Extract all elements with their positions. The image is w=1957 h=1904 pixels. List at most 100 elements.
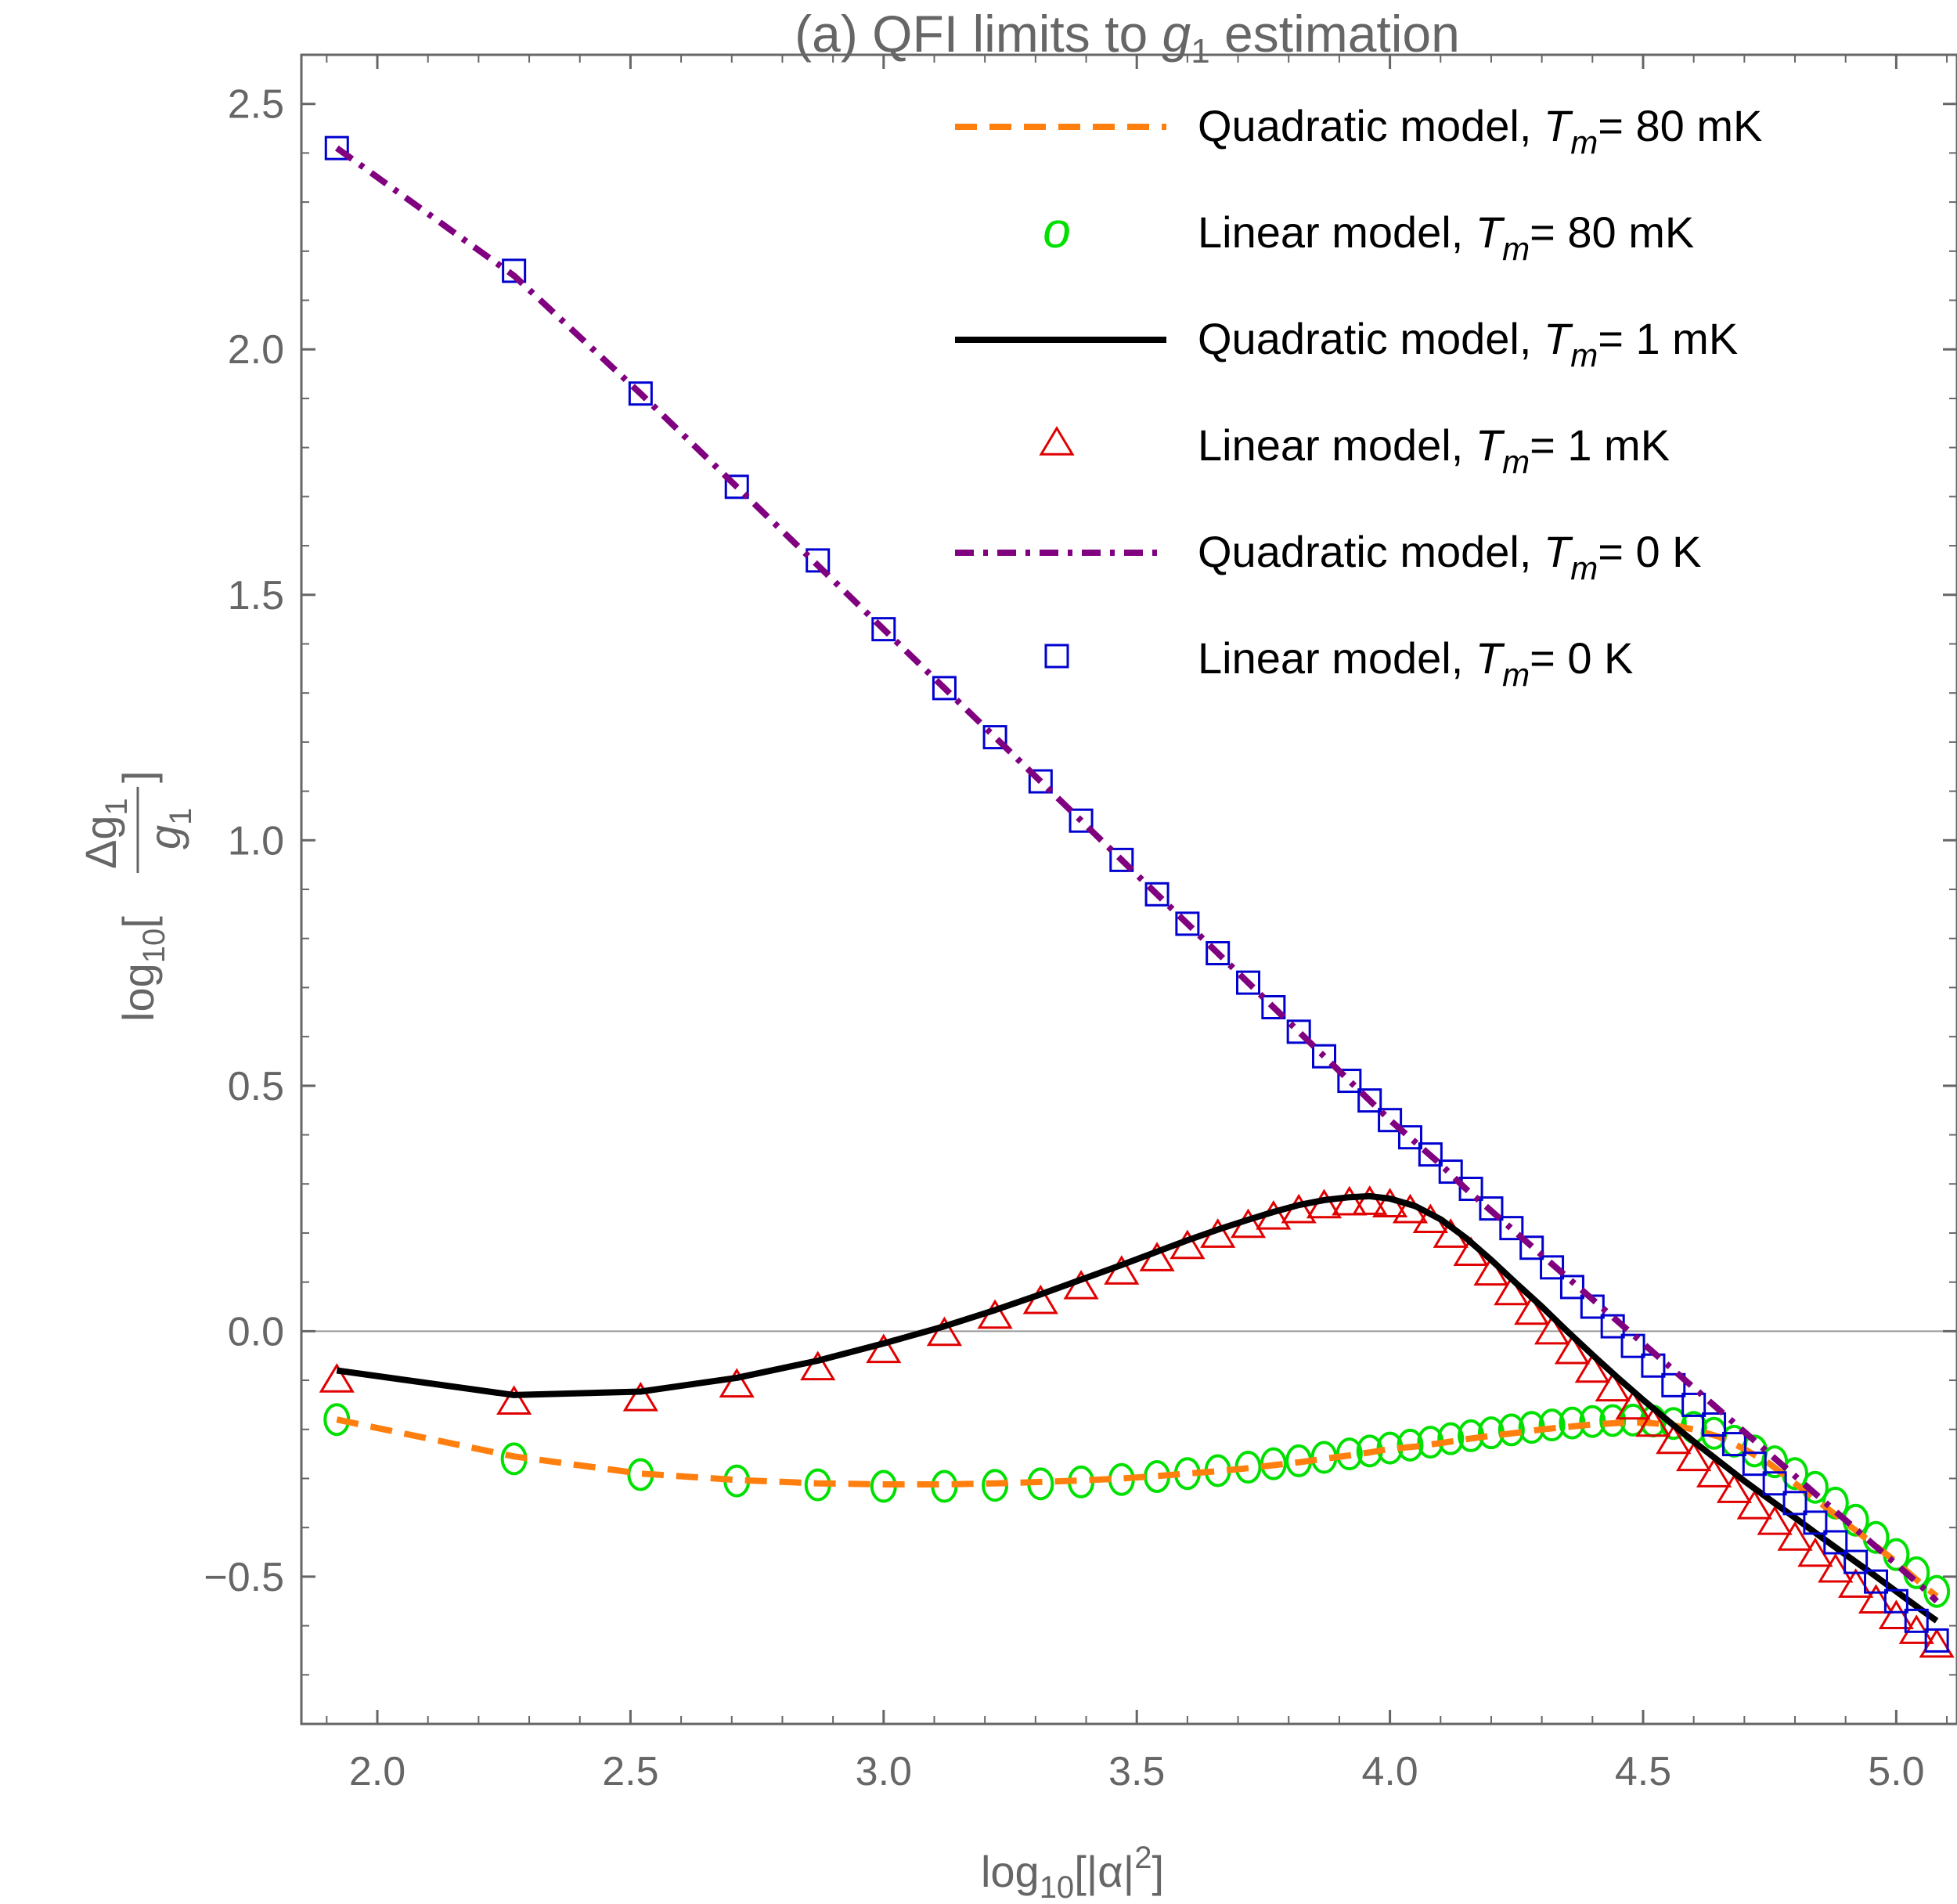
data-point-lin-0k [871, 617, 896, 642]
data-point-lin-80mk [1923, 1574, 1951, 1608]
data-point-lin-0k [1235, 970, 1260, 995]
data-point-lin-0k [1261, 994, 1286, 1019]
data-point-lin-0k [1843, 1549, 1869, 1574]
y-axis-label-denominator: g1 [140, 808, 198, 849]
data-point-lin-1mk [1736, 1489, 1772, 1520]
legend-label: Quadratic model, Tm= 0 K [1198, 527, 1702, 586]
data-point-lin-1mk [866, 1333, 902, 1364]
data-point-lin-0k [1721, 1432, 1746, 1457]
data-point-lin-1mk [1554, 1334, 1591, 1365]
series-line-quad-0k [334, 145, 1939, 1604]
legend-label: Linear model, Tm= 1 mK [1198, 420, 1670, 480]
data-point-lin-1mk [1818, 1552, 1854, 1583]
data-point-lin-0k [1479, 1196, 1504, 1221]
data-point-lin-1mk [622, 1381, 658, 1412]
data-point-lin-0k [982, 725, 1007, 750]
data-point-lin-1mk [1919, 1628, 1955, 1658]
data-point-lin-1mk [1797, 1537, 1833, 1567]
data-point-lin-1mk [1716, 1473, 1753, 1503]
data-point-lin-0k [1823, 1530, 1848, 1555]
series-line-quad-80mk [336, 1416, 1939, 1599]
data-point-lin-1mk [496, 1385, 532, 1415]
x-tick-label: 5.0 [1868, 1749, 1924, 1794]
data-point-lin-80mk [1437, 1422, 1465, 1455]
y-tick-label: 0.0 [228, 1309, 284, 1354]
data-point-lin-80mk [1497, 1413, 1525, 1447]
legend-item-lin-1mk: Linear model, Tm= 1 mK [1039, 420, 1670, 480]
data-point-lin-1mk [1858, 1584, 1894, 1614]
data-point-lin-1mk [1676, 1441, 1712, 1472]
data-point-lin-1mk [1352, 1185, 1388, 1215]
data-point-lin-0k [724, 474, 749, 499]
x-tick-label: 3.5 [1108, 1749, 1165, 1794]
y-axis-label-numerator: Δg1 [76, 798, 134, 869]
data-point-lin-1mk [319, 1363, 355, 1393]
data-point-lin-1mk [800, 1350, 836, 1381]
data-point-lin-0k [1175, 911, 1200, 936]
x-tick-label: 4.0 [1361, 1749, 1418, 1794]
data-point-lin-0k [1782, 1491, 1807, 1516]
y-tick-label: 2.5 [228, 82, 284, 128]
series-quad-1mk [336, 1192, 1939, 1624]
series-layer [319, 135, 1955, 1658]
data-point-lin-1mk [1595, 1372, 1631, 1402]
data-point-lin-1mk [1757, 1505, 1793, 1535]
data-point-lin-0k [1069, 808, 1094, 833]
legend-item-lin-80mk: o Linear model, Tm= 80 mK [1043, 202, 1694, 267]
data-point-lin-0k [1438, 1159, 1463, 1185]
legend-swatch: o [1043, 202, 1071, 258]
data-point-lin-1mk [1878, 1599, 1914, 1630]
data-point-lin-0k [1418, 1142, 1443, 1167]
legend-label: Linear model, Tm= 0 K [1198, 633, 1633, 693]
axis-ticks: 2.0 2.5 3.0 3.5 4.0 4.5 5.0 −0.5 0.0 0.5 1.0 1.5 2.0… [204, 55, 1957, 1794]
data-point-lin-0k [1559, 1275, 1584, 1300]
data-point-lin-0k [1109, 847, 1134, 872]
data-point-lin-1mk [1534, 1314, 1570, 1345]
data-point-lin-1mk [1777, 1521, 1813, 1551]
data-point-lin-0k [1028, 769, 1053, 794]
legend-item-quad-0k: Quadratic model, Tm= 0 K [955, 527, 1702, 586]
data-point-lin-0k [1144, 882, 1170, 907]
data-point-lin-0k [1397, 1125, 1422, 1150]
data-point-lin-0k [1337, 1069, 1362, 1094]
data-point-lin-0k [1499, 1216, 1524, 1241]
legend-label: Quadratic model, Tm= 1 mK [1198, 314, 1738, 373]
data-point-lin-0k [1702, 1412, 1727, 1437]
y-axis-label: log10[ Δg1 g1 ] [76, 770, 198, 1022]
data-point-lin-80mk [1538, 1408, 1566, 1442]
data-point-lin-0k [1620, 1333, 1645, 1358]
y-tick-label: 0.5 [228, 1064, 284, 1109]
legend-swatch [1039, 426, 1075, 456]
series-quad-80mk [336, 1416, 1939, 1599]
data-point-lin-0k [806, 548, 831, 573]
y-tick-label: 1.5 [228, 573, 284, 618]
data-point-lin-1mk [1635, 1407, 1671, 1437]
data-point-lin-0k [1681, 1392, 1707, 1417]
data-point-lin-0k [1519, 1235, 1544, 1260]
data-point-lin-0k [1864, 1569, 1889, 1594]
data-point-lin-0k [1661, 1372, 1686, 1397]
data-point-lin-0k [1904, 1608, 1929, 1633]
legend-item-quad-1mk: Quadratic model, Tm= 1 mK [955, 314, 1738, 373]
data-point-lin-0k [1458, 1177, 1483, 1202]
legend: Quadratic model, Tm= 80 mK o Linear model,… [955, 101, 1762, 693]
data-point-lin-1mk [1574, 1353, 1610, 1383]
data-point-lin-1mk [1656, 1424, 1692, 1455]
data-point-lin-0k [1924, 1628, 1949, 1653]
data-point-lin-0k [1742, 1451, 1767, 1477]
data-point-lin-1mk [719, 1368, 755, 1398]
chart-title: (a) QFI limits to g1 estimation [795, 5, 1460, 70]
x-tick-label: 2.5 [602, 1749, 658, 1794]
data-point-lin-0k [1540, 1255, 1565, 1280]
data-point-lin-0k [1378, 1108, 1403, 1133]
data-point-lin-1mk [926, 1316, 963, 1347]
data-point-lin-1mk [1898, 1614, 1934, 1644]
data-point-lin-1mk [1696, 1458, 1732, 1488]
y-axis-label-log: log10[ [114, 916, 171, 1022]
legend-swatch [1044, 644, 1069, 669]
y-tick-label: −0.5 [204, 1555, 284, 1600]
x-axis-label: log10[|α|2] [981, 1841, 1164, 1904]
data-point-lin-0k [1803, 1510, 1828, 1535]
y-axis-label-close: ] [114, 770, 163, 783]
